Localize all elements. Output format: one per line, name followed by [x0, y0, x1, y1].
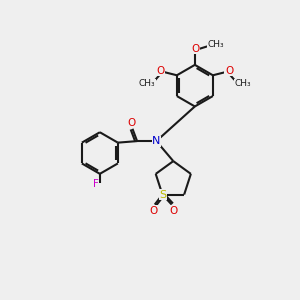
Text: O: O	[150, 206, 158, 216]
Text: O: O	[128, 118, 136, 128]
Text: O: O	[191, 44, 200, 54]
Text: CH₃: CH₃	[139, 79, 155, 88]
Text: CH₃: CH₃	[207, 40, 224, 49]
Text: O: O	[225, 66, 233, 76]
Text: O: O	[169, 206, 177, 216]
Text: O: O	[157, 66, 165, 76]
Text: S: S	[160, 190, 167, 200]
Text: F: F	[93, 179, 99, 189]
Text: CH₃: CH₃	[235, 79, 251, 88]
Text: N: N	[152, 136, 160, 146]
